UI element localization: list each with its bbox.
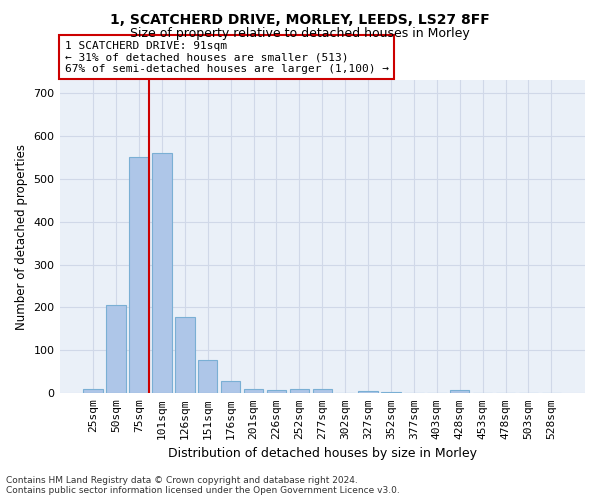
Bar — [358, 391, 378, 394]
Y-axis label: Number of detached properties: Number of detached properties — [15, 144, 28, 330]
Bar — [267, 390, 286, 394]
X-axis label: Distribution of detached houses by size in Morley: Distribution of detached houses by size … — [168, 447, 477, 460]
Bar — [106, 306, 126, 394]
Text: 1, SCATCHERD DRIVE, MORLEY, LEEDS, LS27 8FF: 1, SCATCHERD DRIVE, MORLEY, LEEDS, LS27 … — [110, 12, 490, 26]
Bar — [198, 360, 217, 394]
Bar — [129, 158, 149, 394]
Bar — [244, 389, 263, 394]
Text: 1 SCATCHERD DRIVE: 91sqm
← 31% of detached houses are smaller (513)
67% of semi-: 1 SCATCHERD DRIVE: 91sqm ← 31% of detach… — [65, 40, 389, 74]
Bar — [313, 389, 332, 394]
Bar — [83, 389, 103, 394]
Text: Contains HM Land Registry data © Crown copyright and database right 2024.
Contai: Contains HM Land Registry data © Crown c… — [6, 476, 400, 495]
Bar — [381, 392, 401, 394]
Bar — [221, 382, 241, 394]
Bar — [175, 317, 194, 394]
Bar — [450, 390, 469, 394]
Text: Size of property relative to detached houses in Morley: Size of property relative to detached ho… — [130, 28, 470, 40]
Bar — [290, 389, 309, 394]
Bar — [152, 153, 172, 394]
